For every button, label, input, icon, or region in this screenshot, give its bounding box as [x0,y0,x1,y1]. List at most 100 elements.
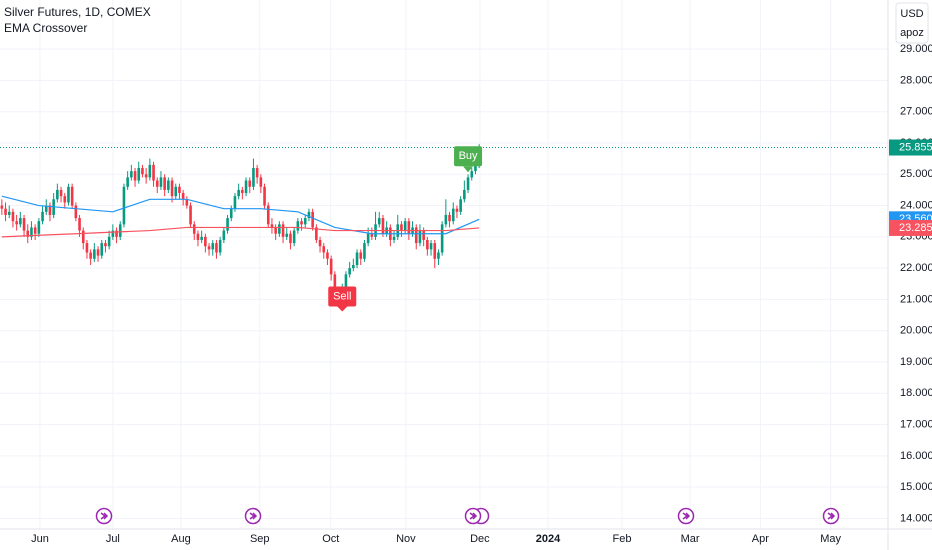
candle-body [59,189,63,197]
candle-body [281,224,285,237]
candle-body [7,211,11,215]
ema-line [1,226,480,238]
event-icons[interactable] [95,507,840,525]
candle-body [70,186,74,206]
y-tick-label: 14.000 [900,512,932,524]
candle-body [26,230,30,237]
candle-body [296,221,300,231]
candle-body [185,199,189,206]
candle-body [426,239,429,250]
candle-body [466,177,470,190]
y-tick-label: 21.000 [900,293,932,305]
candle-body [133,171,137,181]
candle-body [429,243,433,250]
scale-mode[interactable]: apoz [900,27,924,39]
candle-body [407,221,411,234]
candle-body [30,227,33,237]
candle-body [211,243,215,250]
event-arrow [682,512,691,520]
candle-body [248,180,252,187]
candle-body [204,236,207,247]
currency[interactable]: USD [900,8,923,20]
candle-body [418,230,422,244]
candle-body [285,233,289,237]
candle-body [63,196,67,203]
candle-body [152,164,155,181]
indicator-name: EMA Crossover [4,21,87,35]
candle-body [67,186,70,203]
candle-body [118,224,122,237]
candle-body [311,211,314,228]
candle-body [200,236,203,240]
candle-body [348,268,351,275]
event-arrow [100,512,109,520]
candle-body [122,186,126,225]
y-tick-label: 15.000 [900,481,932,493]
candle-body [233,196,237,209]
chart-title: Silver Futures, 1D, COMEX [4,5,151,19]
x-tick-label: Sep [250,533,270,545]
x-tick-label: Aug [171,533,191,545]
candle-body [56,189,59,200]
axes: 14.000 15.000 16.000 17.000 18.000 19.000 20.0… [31,43,932,545]
candle-body [96,249,100,256]
candle-body [78,218,81,231]
candle-body [318,239,322,247]
signal-label-pointer [463,166,474,173]
candle-body [307,211,311,219]
candle-body [422,230,425,240]
candle-body [344,274,348,291]
candle-body [274,227,277,234]
candle-body [189,205,192,225]
x-tick-label: Dec [470,533,490,545]
candle-body [229,208,233,219]
candle-body [148,164,152,178]
candle-body [89,252,92,259]
candle-body [218,239,222,253]
candle-body [174,186,178,197]
signal-label: Sell [333,290,351,302]
candle-body [0,205,4,209]
candle-body [244,180,248,194]
candle-body [403,221,407,231]
candle-body [207,246,211,250]
price-label: 23.285 [899,222,932,234]
candle-body [370,233,374,237]
candle-body [155,180,159,187]
candle-body [448,214,451,222]
candle-body [111,230,115,237]
candle-body [226,218,229,231]
ema-line [1,195,480,235]
candle-body [333,274,337,294]
y-tick-label: 19.000 [900,356,932,368]
candle-body [196,233,200,240]
candle-body [22,218,26,231]
candle-body [192,224,196,234]
candle-body [474,164,477,172]
candle-body [137,168,141,181]
candle-body [359,252,363,259]
candle-body [144,174,148,178]
candle-body [392,236,396,240]
candle-body [167,180,170,190]
candle-body [322,246,326,253]
candle-body [81,230,85,244]
grid [0,0,888,530]
y-tick-label: 28.000 [900,74,932,86]
candle-body [107,236,111,247]
y-tick-label: 16.000 [900,450,932,462]
candle-body [326,252,329,259]
x-tick-label: Jun [31,533,49,545]
candle-body [159,177,163,187]
candle-body [289,233,292,244]
currency-box[interactable] [895,2,929,44]
candle-body [278,224,281,234]
signal-label: Buy [459,150,478,162]
candle-body [414,227,418,244]
x-tick-label: Jul [106,533,120,545]
candle-body [400,224,403,231]
y-tick-label: 18.000 [900,387,932,399]
candle-body [170,180,174,197]
candle-body [252,168,255,187]
